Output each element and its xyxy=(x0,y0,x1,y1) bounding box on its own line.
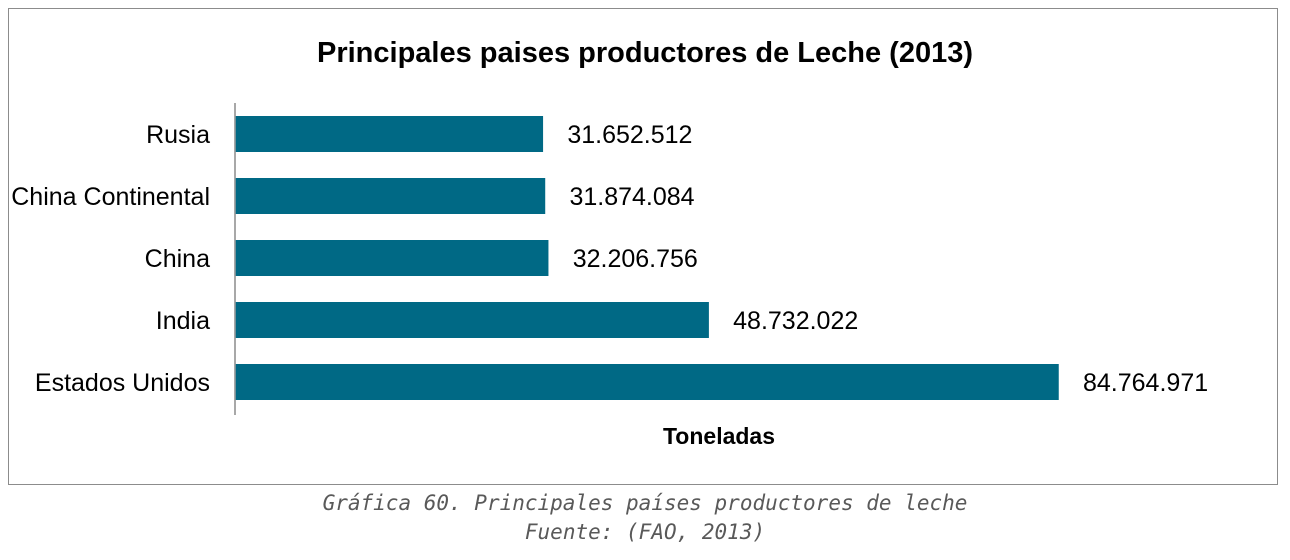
bar xyxy=(235,302,709,338)
category-label: China Continental xyxy=(11,183,210,211)
bar-chart: Principales paises productores de Leche … xyxy=(11,37,1208,449)
chart-frame: Principales paises productores de Leche … xyxy=(8,8,1278,485)
figure-source: Fuente: (FAO, 2013) xyxy=(524,520,766,544)
figure-caption: Gráfica 60. Principales países productor… xyxy=(322,491,968,515)
data-label: 31.652.512 xyxy=(567,121,692,149)
data-label: 31.874.084 xyxy=(569,183,694,211)
category-label: Rusia xyxy=(146,121,210,149)
category-label: India xyxy=(156,307,210,335)
bar xyxy=(235,364,1059,400)
bar xyxy=(235,116,544,152)
bar xyxy=(235,178,546,214)
bars-group: Rusia 31.652.512 China Continental 31.874.0… xyxy=(11,116,1208,400)
data-label: 32.206.756 xyxy=(573,245,698,273)
x-axis-title: Toneladas xyxy=(663,423,775,449)
chart-title: Principales paises productores de Leche … xyxy=(317,37,973,69)
category-label: Estados Unidos xyxy=(35,369,210,397)
bar xyxy=(235,240,549,276)
data-label: 48.732.022 xyxy=(733,307,858,335)
category-label: China xyxy=(145,245,210,273)
data-label: 84.764.971 xyxy=(1083,369,1208,397)
